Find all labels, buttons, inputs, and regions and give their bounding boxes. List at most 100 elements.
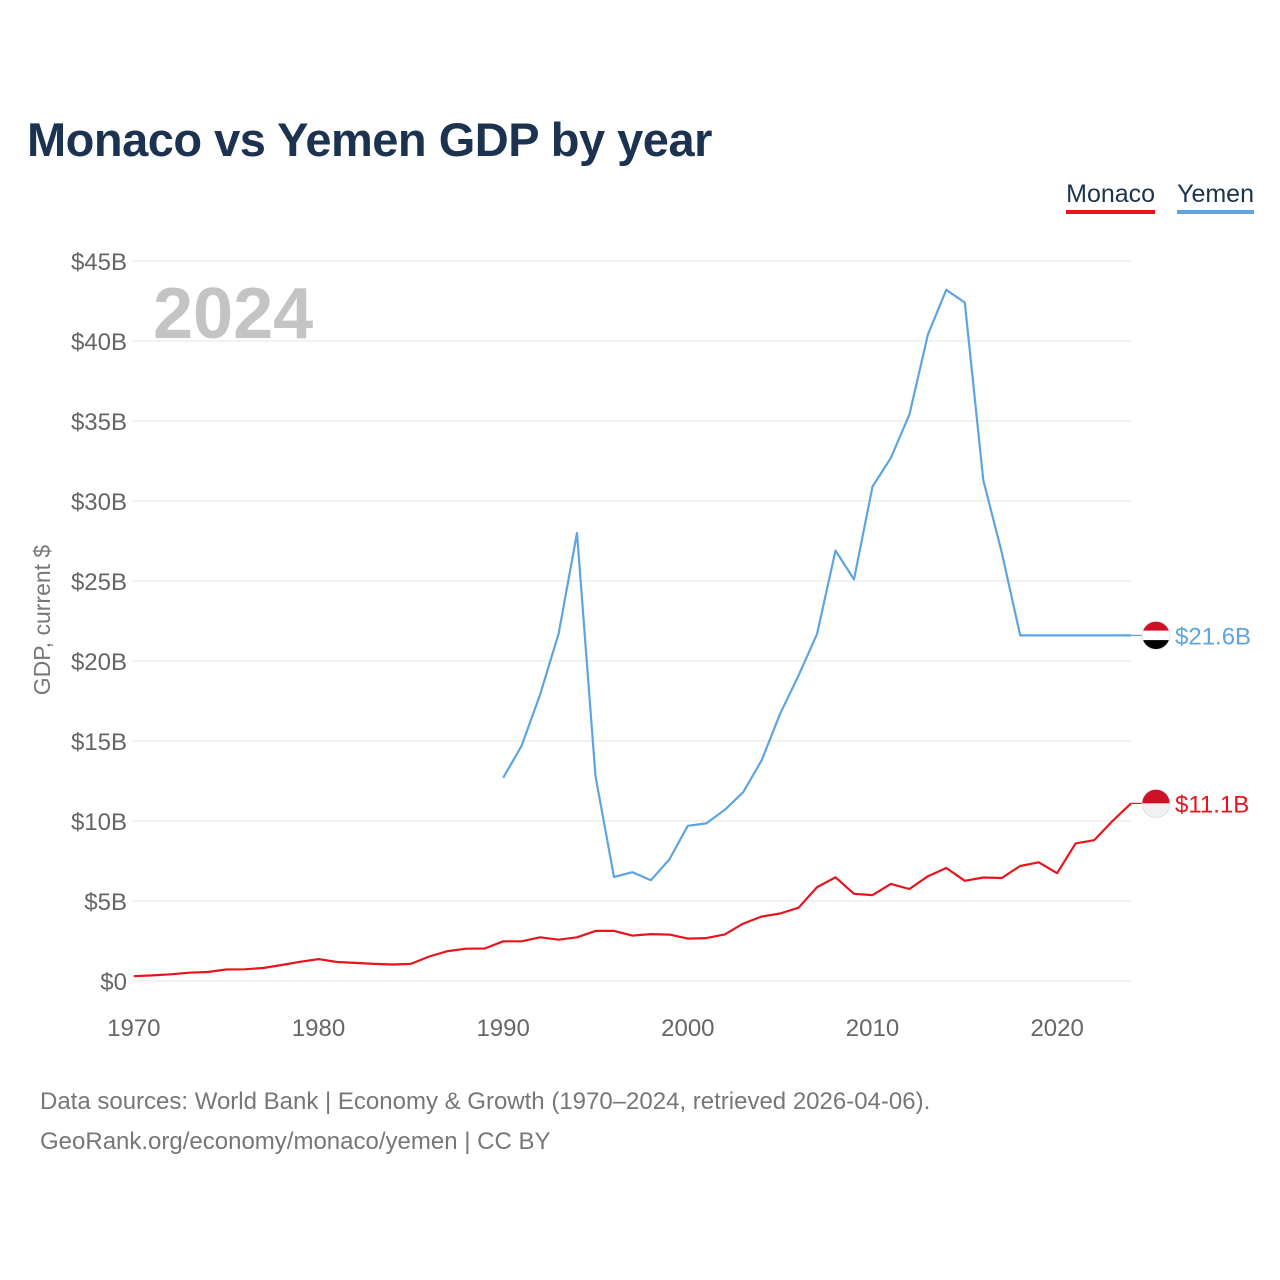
end-value-label-monaco: $11.1B (1175, 791, 1249, 818)
data-point-yemen (962, 300, 967, 305)
y-tick-label: $30B (71, 489, 127, 516)
series-line-monaco (133, 802, 1132, 978)
data-point-yemen (667, 857, 672, 862)
data-point-yemen (944, 287, 949, 292)
data-point-monaco (888, 881, 893, 886)
data-point-yemen (1110, 633, 1115, 638)
data-point-monaco (648, 932, 653, 937)
data-point-yemen (704, 821, 709, 826)
data-point-yemen (796, 673, 801, 678)
data-point-monaco (390, 962, 395, 967)
data-point-monaco (1055, 871, 1060, 876)
y-tick-label: $0 (100, 969, 127, 996)
data-point-monaco (925, 874, 930, 879)
data-point-monaco (334, 959, 339, 964)
data-point-monaco (685, 936, 690, 941)
y-tick-label: $45B (71, 249, 127, 276)
y-tick-label: $20B (71, 649, 127, 676)
data-point-monaco (371, 961, 376, 966)
y-tick-label: $10B (71, 809, 127, 836)
data-point-monaco (575, 935, 580, 940)
data-point-yemen (741, 790, 746, 795)
data-point-monaco (1018, 863, 1023, 868)
data-point-monaco (852, 891, 857, 896)
data-point-monaco (224, 967, 229, 972)
data-point-yemen (685, 823, 690, 828)
data-point-monaco (482, 946, 487, 951)
source-note: Data sources: World Bank | Economy & Gro… (40, 1082, 930, 1162)
data-point-monaco (316, 957, 321, 962)
data-point-monaco (667, 932, 672, 937)
data-point-monaco (1110, 819, 1115, 824)
chart-title: Monaco vs Yemen GDP by year (27, 113, 712, 166)
data-point-monaco (538, 935, 543, 940)
data-point-monaco (464, 946, 469, 951)
data-point-monaco (445, 949, 450, 954)
x-tick-label: 1980 (292, 1015, 345, 1042)
x-tick-label: 2020 (1030, 1015, 1083, 1042)
data-point-yemen (999, 550, 1004, 555)
y-tick-label: $15B (71, 729, 127, 756)
data-point-yemen (593, 774, 598, 779)
data-point-monaco (870, 893, 875, 898)
data-point-monaco (815, 885, 820, 890)
y-tick-label: $25B (71, 569, 127, 596)
y-axis-title: GDP, current $ (29, 545, 55, 696)
data-point-monaco (519, 939, 524, 944)
data-point-yemen (648, 878, 653, 883)
data-point-monaco (759, 914, 764, 919)
data-point-yemen (852, 577, 857, 582)
data-point-monaco (242, 967, 247, 972)
data-point-monaco (944, 866, 949, 871)
data-point-monaco (150, 973, 155, 978)
data-point-yemen (833, 548, 838, 553)
data-point-yemen (575, 531, 580, 536)
data-point-monaco (131, 974, 136, 979)
data-point-monaco (261, 966, 266, 971)
y-tick-label: $35B (71, 409, 127, 436)
data-point-monaco (907, 887, 912, 892)
data-point-yemen (1055, 633, 1060, 638)
legend-item-monaco[interactable]: Monaco (1066, 180, 1156, 214)
year-label: 2024 (153, 274, 313, 354)
data-point-monaco (298, 959, 303, 964)
data-point-monaco (630, 933, 635, 938)
data-point-monaco (593, 928, 598, 933)
data-point-yemen (538, 692, 543, 697)
x-tick-label: 1990 (476, 1015, 529, 1042)
data-point-yemen (778, 711, 783, 716)
data-point-yemen (907, 412, 912, 417)
data-point-yemen (722, 807, 727, 812)
data-point-monaco (1036, 860, 1041, 865)
data-point-yemen (1092, 633, 1097, 638)
data-point-monaco (981, 875, 986, 880)
y-tick-label: $5B (84, 889, 127, 916)
data-point-monaco (704, 936, 709, 941)
data-point-monaco (1073, 841, 1078, 846)
data-point-yemen (870, 484, 875, 489)
data-point-monaco (778, 911, 783, 916)
data-point-monaco (279, 963, 284, 968)
data-point-monaco (408, 961, 413, 966)
x-tick-label: 2010 (846, 1015, 899, 1042)
data-point-yemen (519, 743, 524, 748)
data-point-yemen (888, 455, 893, 460)
source-line-1: Data sources: World Bank | Economy & Gro… (40, 1088, 931, 1115)
data-point-monaco (168, 972, 173, 977)
legend-item-yemen[interactable]: Yemen (1177, 180, 1254, 214)
x-tick-label: 1970 (107, 1015, 160, 1042)
data-point-monaco (353, 960, 358, 965)
legend: Monaco Yemen (1066, 180, 1254, 214)
data-point-yemen (1036, 633, 1041, 638)
end-value-label-yemen: $21.6B (1175, 623, 1251, 650)
data-point-monaco (722, 932, 727, 937)
data-point-monaco (501, 939, 506, 944)
data-point-yemen (815, 631, 820, 636)
data-point-yemen (759, 758, 764, 763)
data-point-monaco (1092, 838, 1097, 843)
data-point-monaco (962, 878, 967, 883)
data-point-monaco (611, 928, 616, 933)
yemen-flag-icon (1141, 621, 1171, 650)
x-tick-label: 2000 (661, 1015, 714, 1042)
